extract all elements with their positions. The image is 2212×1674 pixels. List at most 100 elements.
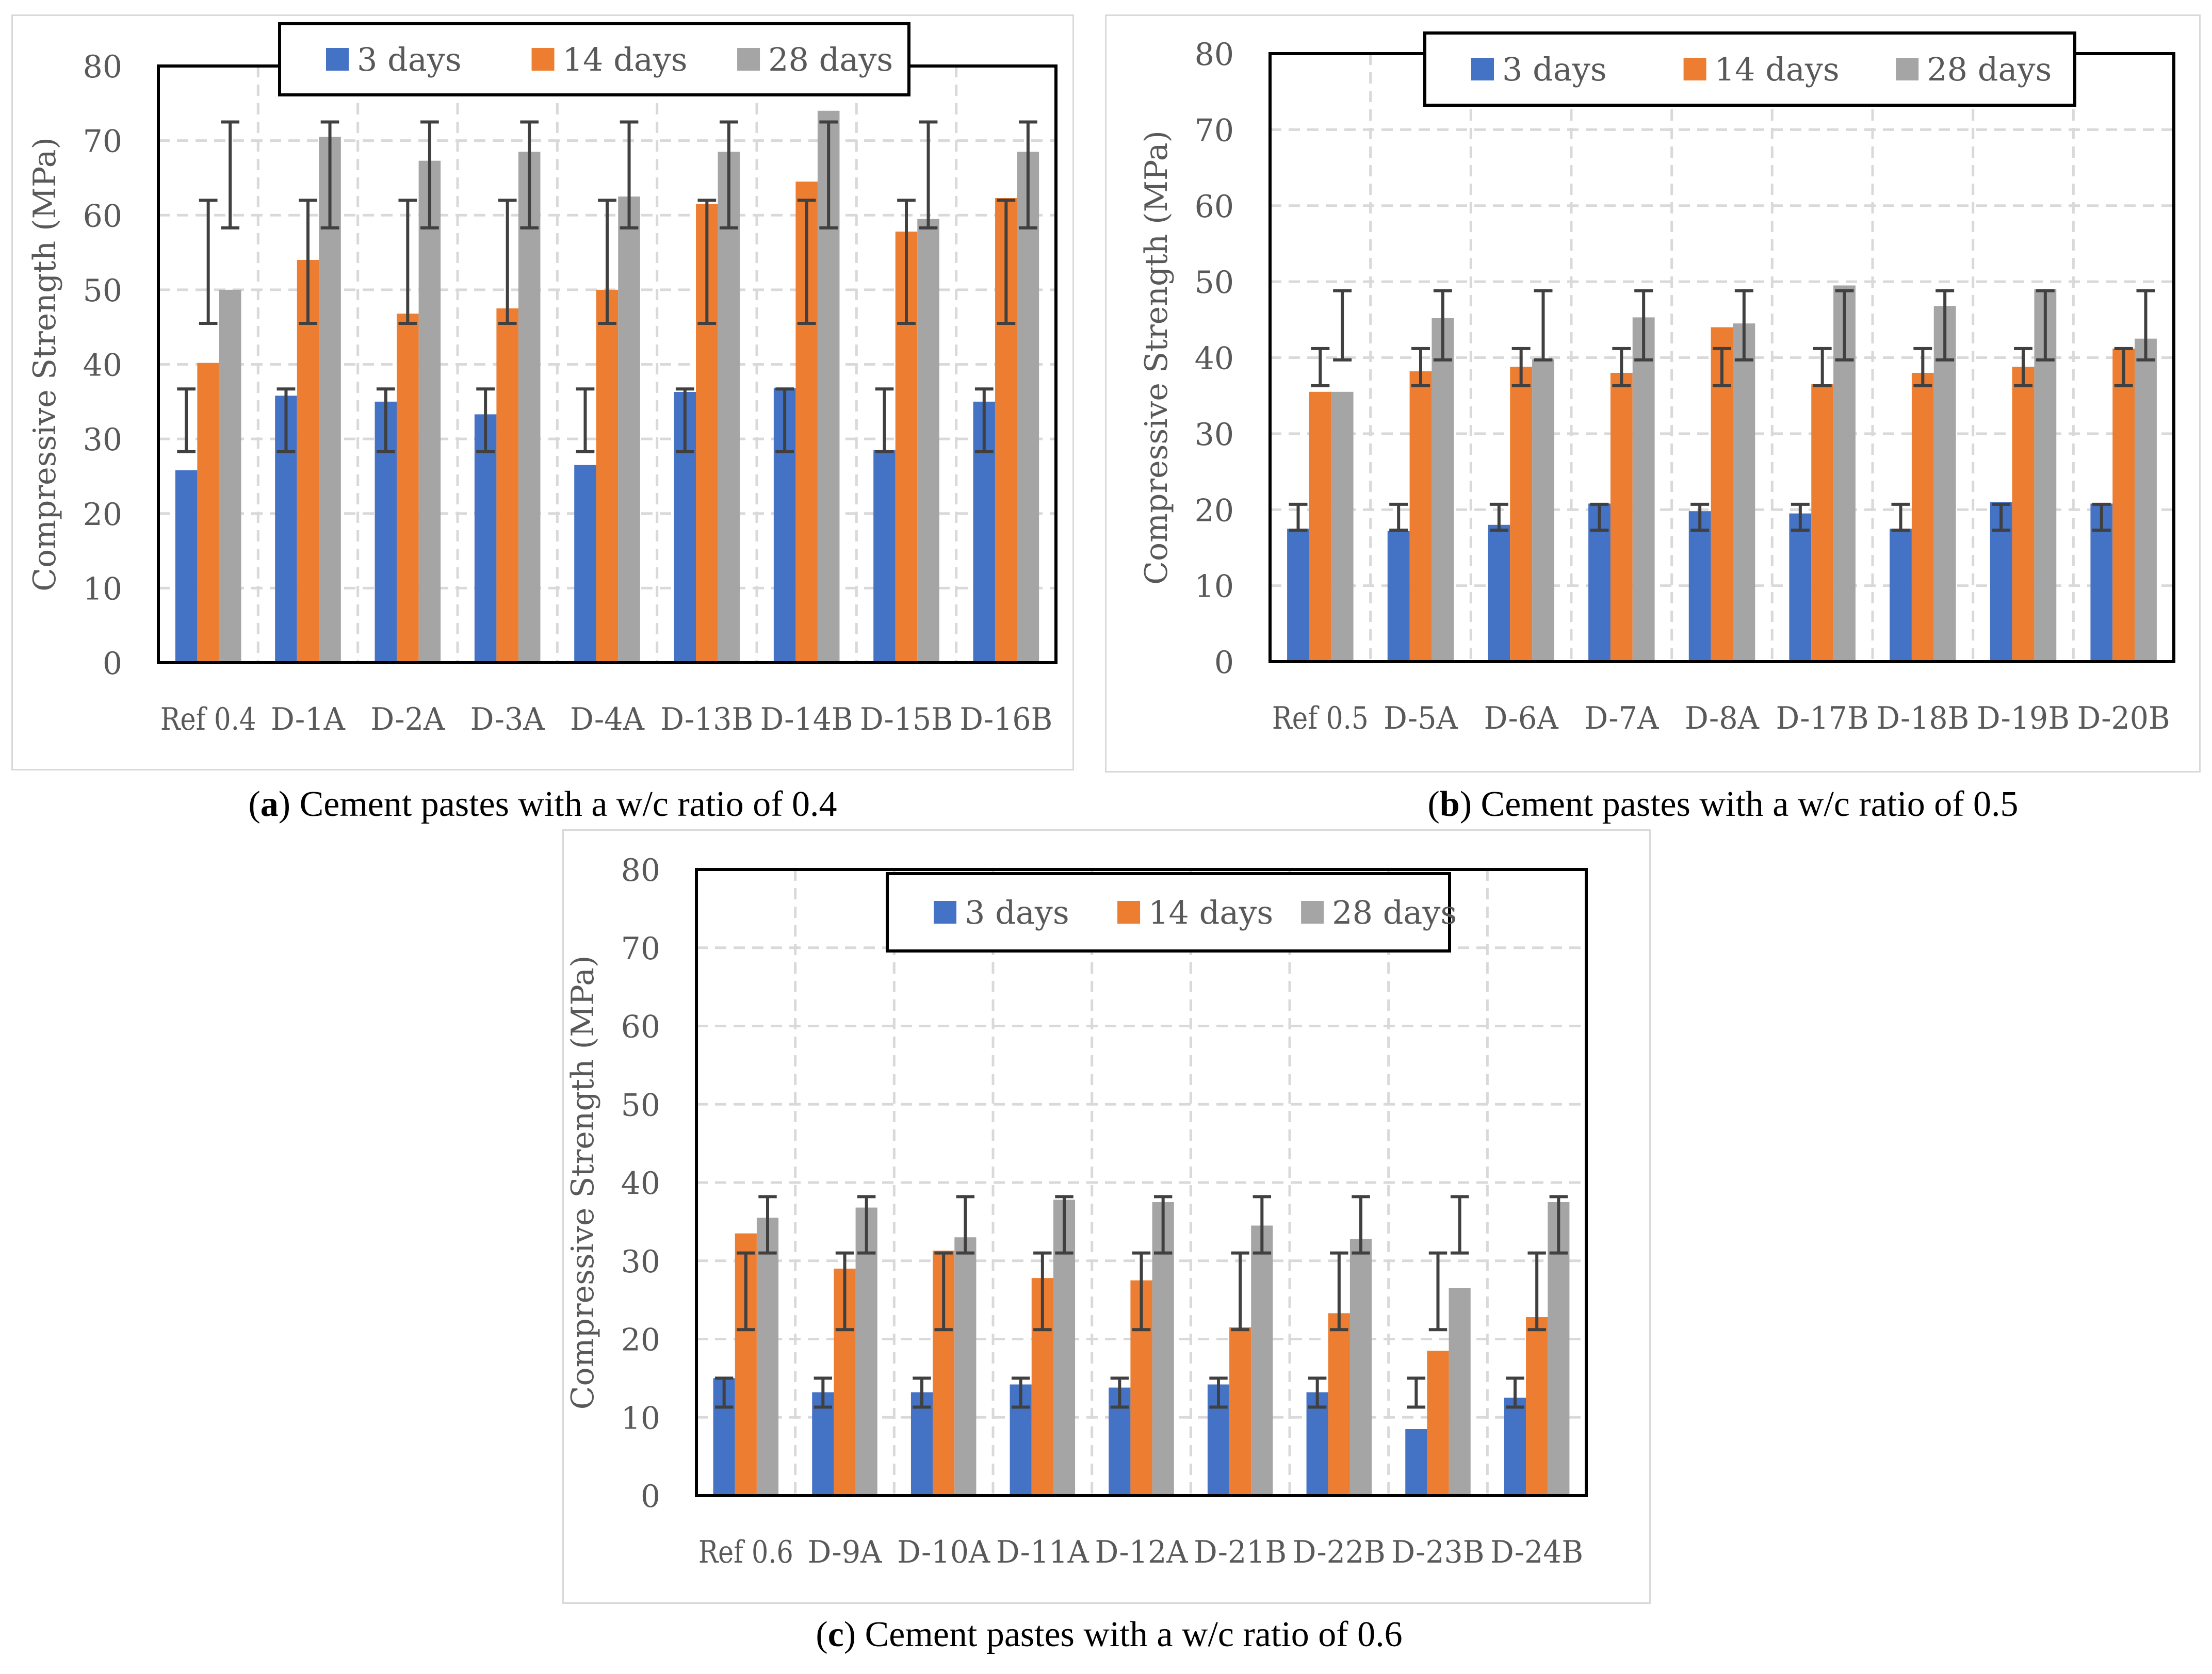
- y-axis-title: Compressive Strength (MPa): [27, 137, 63, 592]
- error-bar: [714, 1376, 734, 1409]
- chart-panel-a: 0 10 20 30 40 50 60 70 80 Ref 0.4 D-1A D-2A D-3A D-4A…: [11, 14, 1074, 770]
- legend-swatch: [1896, 58, 1919, 80]
- error-bar: [1132, 1251, 1151, 1332]
- bar: [175, 470, 198, 663]
- error-bar: [1352, 1195, 1370, 1255]
- x-tick-label: D-5A: [1384, 700, 1458, 736]
- y-tick-label: 10: [621, 1400, 660, 1436]
- error-bar: [1813, 347, 1832, 388]
- error-bar: [819, 120, 838, 229]
- bar: [1017, 152, 1039, 663]
- y-tick-label: 40: [1195, 341, 1234, 377]
- error-bar: [1734, 289, 1753, 362]
- legend-label: 3 days: [965, 894, 1069, 931]
- bar: [574, 465, 596, 663]
- y-tick-label: 20: [83, 497, 122, 533]
- bar: [1532, 359, 1554, 662]
- error-bar: [1489, 502, 1508, 532]
- error-bar: [420, 120, 439, 229]
- error-bar: [1690, 502, 1710, 532]
- bar: [855, 1207, 877, 1496]
- error-bar: [1791, 502, 1810, 532]
- x-tick-label: D-13B: [660, 701, 753, 737]
- error-bar: [1153, 1195, 1173, 1255]
- x-tick-label: D-3A: [470, 701, 545, 737]
- bar: [1510, 367, 1533, 662]
- bar: [1504, 1398, 1526, 1496]
- legend: 3 days 14 days 28 days: [278, 22, 910, 96]
- error-bar: [1333, 289, 1352, 362]
- bar: [297, 260, 319, 663]
- bar: [1229, 1327, 1251, 1496]
- error-bar: [1311, 347, 1330, 388]
- legend-swatch: [934, 901, 956, 924]
- error-bar: [956, 1195, 975, 1255]
- y-tick-label: 50: [83, 273, 122, 309]
- error-bar: [199, 199, 218, 325]
- bar: [1789, 513, 1812, 662]
- x-tick-label: D-10A: [897, 1534, 990, 1570]
- chart-svg: 0 10 20 30 40 50 60 70 80 Ref 0.5 D-5A D-6A D-7A D-8A…: [1105, 14, 2201, 773]
- y-tick-label: 80: [1195, 37, 1234, 73]
- error-bar: [2136, 289, 2155, 362]
- error-bar: [1992, 502, 2011, 532]
- x-tick-label: D-4A: [570, 701, 645, 737]
- error-bar: [919, 120, 938, 229]
- x-tick-label: D-24B: [1490, 1534, 1583, 1570]
- chart-panel-b: 0 10 20 30 40 50 60 70 80 Ref 0.5 D-5A D-6A D-7A D-8A…: [1105, 14, 2201, 773]
- legend: 3 days 14 days 28 days: [1423, 31, 2076, 107]
- error-bar: [737, 1251, 755, 1332]
- bar: [1432, 318, 1454, 662]
- error-bar: [177, 387, 196, 453]
- bar: [1610, 372, 1633, 662]
- error-bar: [2036, 289, 2055, 362]
- bar: [1387, 531, 1410, 662]
- bar: [1811, 384, 1834, 662]
- legend-box: [886, 872, 1451, 953]
- error-bar: [1913, 347, 1932, 388]
- legend-swatch: [1301, 901, 1324, 924]
- y-tick-label: 70: [1195, 112, 1234, 149]
- error-bar: [1935, 289, 1955, 362]
- bar: [910, 1392, 933, 1496]
- x-tick-label: D-22B: [1293, 1534, 1386, 1570]
- error-bar: [857, 1195, 876, 1255]
- bar: [1331, 391, 1354, 662]
- bar: [1409, 371, 1432, 662]
- error-bar: [2114, 347, 2133, 388]
- error-bar: [997, 199, 1016, 325]
- y-tick-label: 30: [83, 422, 122, 458]
- error-bar: [598, 199, 616, 325]
- bar: [197, 363, 219, 663]
- bar: [1287, 529, 1309, 662]
- error-bar: [576, 387, 595, 453]
- legend-label: 14 days: [1715, 51, 1840, 88]
- bar: [1427, 1351, 1449, 1496]
- y-tick-label: 40: [83, 348, 122, 384]
- y-tick-label: 60: [1195, 189, 1234, 225]
- bar: [1733, 323, 1755, 662]
- error-bar: [299, 199, 317, 325]
- bar: [1632, 317, 1655, 662]
- y-tick-label: 30: [621, 1244, 660, 1280]
- error-bar: [476, 387, 495, 453]
- error-bar: [1407, 1376, 1426, 1409]
- legend-swatch: [737, 48, 760, 71]
- error-bar: [1330, 1251, 1348, 1332]
- x-tick-label: D-2A: [370, 701, 445, 737]
- y-tick-label: 30: [1195, 417, 1234, 453]
- error-bar: [1011, 1376, 1030, 1409]
- y-tick-label: 10: [83, 571, 122, 607]
- y-tick-label: 0: [641, 1479, 660, 1515]
- bar: [954, 1237, 977, 1496]
- error-bar: [1527, 1251, 1546, 1332]
- bar: [1890, 529, 1912, 662]
- bar: [1488, 524, 1510, 662]
- error-bar: [1549, 1195, 1568, 1255]
- error-bar: [1253, 1195, 1272, 1255]
- bar: [1449, 1288, 1471, 1496]
- error-bar: [897, 199, 916, 325]
- error-bar: [620, 120, 639, 229]
- y-tick-label: 0: [1214, 645, 1234, 681]
